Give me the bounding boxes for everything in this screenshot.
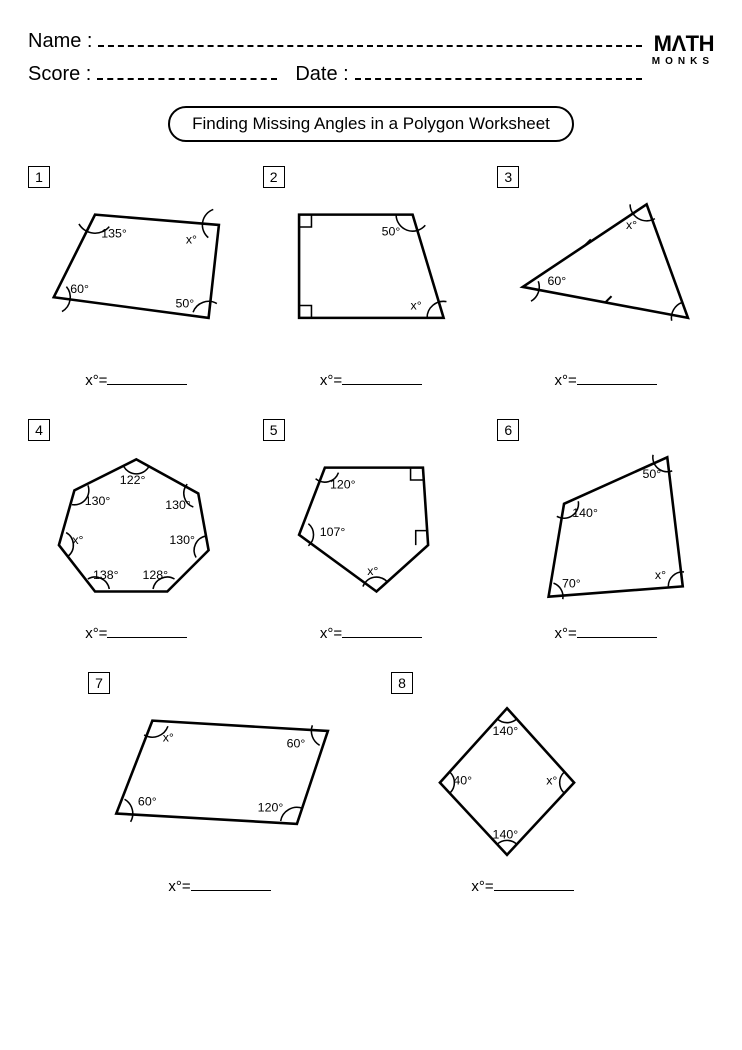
svg-text:50°: 50°: [381, 224, 400, 238]
problem-6: 6 50° x° 70° 140° x°=: [497, 419, 714, 642]
svg-text:40°: 40°: [453, 774, 472, 788]
name-field: Name :: [28, 30, 642, 53]
title-container: Finding Missing Angles in a Polygon Work…: [28, 106, 714, 142]
name-label: Name :: [28, 30, 92, 53]
answer-line: x°=: [263, 372, 480, 389]
answer-label: x°=: [320, 372, 342, 389]
answer-label: x°=: [85, 372, 107, 389]
score-blank: [97, 66, 277, 80]
svg-text:x°: x°: [163, 730, 174, 744]
svg-text:x°: x°: [626, 218, 637, 232]
polygon-diagram: x° 60° 120° 60°: [88, 700, 351, 860]
svg-text:x°: x°: [410, 299, 421, 313]
answer-label: x°=: [555, 625, 577, 642]
problem-number: 2: [263, 166, 285, 188]
answer-line: x°=: [497, 625, 714, 642]
logo-top: MΛTH: [654, 31, 714, 56]
problem-number: 4: [28, 419, 50, 441]
problem-4: 4 122° 130° 130° 128° 138° x° 130° x°=: [28, 419, 245, 642]
svg-text:138°: 138°: [93, 568, 119, 582]
svg-text:107°: 107°: [319, 525, 345, 539]
polygon-diagram: 140° x° 140° 40°: [391, 700, 654, 860]
problem-3: 3 x° 60° x°=: [497, 166, 714, 389]
answer-label: x°=: [471, 878, 493, 895]
svg-text:x°: x°: [72, 533, 83, 547]
problem-number: 8: [391, 672, 413, 694]
answer-line: x°=: [28, 372, 245, 389]
svg-text:50°: 50°: [643, 467, 662, 481]
answer-label: x°=: [168, 878, 190, 895]
svg-text:70°: 70°: [562, 576, 581, 590]
logo-bottom: MONKS: [652, 57, 714, 67]
svg-text:60°: 60°: [70, 282, 89, 296]
problems-grid-top: 1 135° x° 50° 60° x°= 2 50° x° x°= 3 x° 60° x…: [28, 166, 714, 642]
problem-1: 1 135° x° 50° 60° x°=: [28, 166, 245, 389]
svg-text:x°: x°: [367, 564, 378, 578]
answer-line: x°=: [391, 878, 654, 895]
answer-label: x°=: [320, 625, 342, 642]
answer-blank: [342, 384, 422, 385]
problem-2: 2 50° x° x°=: [263, 166, 480, 389]
answer-blank: [342, 637, 422, 638]
date-label: Date :: [295, 63, 348, 86]
svg-text:50°: 50°: [176, 297, 195, 311]
answer-line: x°=: [263, 625, 480, 642]
answer-blank: [107, 384, 187, 385]
polygon-diagram: 122° 130° 130° 128° 138° x° 130°: [28, 447, 245, 607]
problem-number: 3: [497, 166, 519, 188]
answer-line: x°=: [28, 625, 245, 642]
polygon-diagram: x° 60°: [497, 194, 714, 354]
svg-text:140°: 140°: [493, 827, 519, 841]
polygon-diagram: 50° x°: [263, 194, 480, 354]
polygon-diagram: 120° 107° x°: [263, 447, 480, 607]
svg-text:60°: 60°: [138, 794, 157, 808]
svg-text:128°: 128°: [143, 568, 169, 582]
answer-label: x°=: [85, 625, 107, 642]
svg-text:130°: 130°: [85, 494, 111, 508]
svg-text:120°: 120°: [258, 800, 284, 814]
answer-line: x°=: [497, 372, 714, 389]
problem-5: 5 120° 107° x° x°=: [263, 419, 480, 642]
polygon-diagram: 50° x° 70° 140°: [497, 447, 714, 607]
svg-text:x°: x°: [546, 774, 557, 788]
answer-label: x°=: [555, 372, 577, 389]
problem-number: 5: [263, 419, 285, 441]
problem-number: 7: [88, 672, 110, 694]
polygon-diagram: 135° x° 50° 60°: [28, 194, 245, 354]
answer-line: x°=: [88, 878, 351, 895]
problem-8: 8 140° x° 140° 40° x°=: [391, 672, 654, 895]
svg-text:122°: 122°: [120, 473, 146, 487]
problem-7: 7 x° 60° 120° 60° x°=: [88, 672, 351, 895]
svg-text:140°: 140°: [573, 506, 599, 520]
problems-grid-bottom: 7 x° 60° 120° 60° x°= 8 140° x° 140° 40° x°=: [28, 672, 714, 895]
date-blank: [355, 66, 642, 80]
problem-number: 6: [497, 419, 519, 441]
score-label: Score :: [28, 63, 91, 86]
svg-text:140°: 140°: [493, 724, 519, 738]
header-fields: Name : Score : Date :: [28, 30, 642, 96]
svg-text:135°: 135°: [101, 226, 127, 240]
name-blank: [98, 33, 641, 47]
answer-blank: [577, 637, 657, 638]
svg-text:130°: 130°: [169, 533, 195, 547]
worksheet-header: Name : Score : Date : MΛTH MONKS: [28, 30, 714, 96]
answer-blank: [191, 890, 271, 891]
svg-text:60°: 60°: [287, 736, 306, 750]
svg-text:120°: 120°: [330, 477, 356, 491]
answer-blank: [107, 637, 187, 638]
answer-blank: [577, 384, 657, 385]
math-monks-logo: MΛTH MONKS: [652, 34, 714, 66]
svg-text:130°: 130°: [165, 498, 191, 512]
worksheet-title: Finding Missing Angles in a Polygon Work…: [168, 106, 574, 142]
svg-text:60°: 60°: [548, 274, 567, 288]
svg-text:x°: x°: [186, 233, 197, 247]
problem-number: 1: [28, 166, 50, 188]
score-date-row: Score : Date :: [28, 63, 642, 86]
svg-text:x°: x°: [655, 568, 666, 582]
answer-blank: [494, 890, 574, 891]
